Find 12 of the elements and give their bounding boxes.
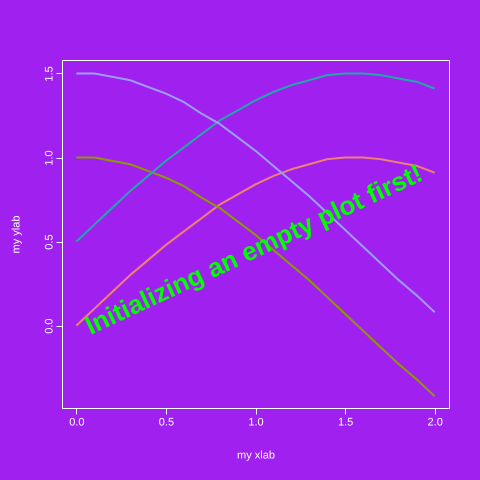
x-axis-title: my xlab — [237, 450, 275, 462]
y-tick-label: 1.0 — [44, 150, 56, 166]
y-axis-title: my ylab — [10, 216, 22, 254]
x-tick-label: 2.0 — [428, 416, 443, 428]
x-tick-label: 1.5 — [338, 416, 354, 428]
y-tick-label: 0.5 — [44, 234, 56, 250]
line-series — [75, 156, 436, 398]
x-tick-label: 0.5 — [158, 416, 174, 428]
y-tick-label: 0.0 — [44, 318, 56, 334]
x-tick-label: 0.0 — [69, 416, 84, 428]
y-tick-label: 1.5 — [44, 66, 56, 82]
x-tick-label: 1.0 — [248, 416, 264, 428]
